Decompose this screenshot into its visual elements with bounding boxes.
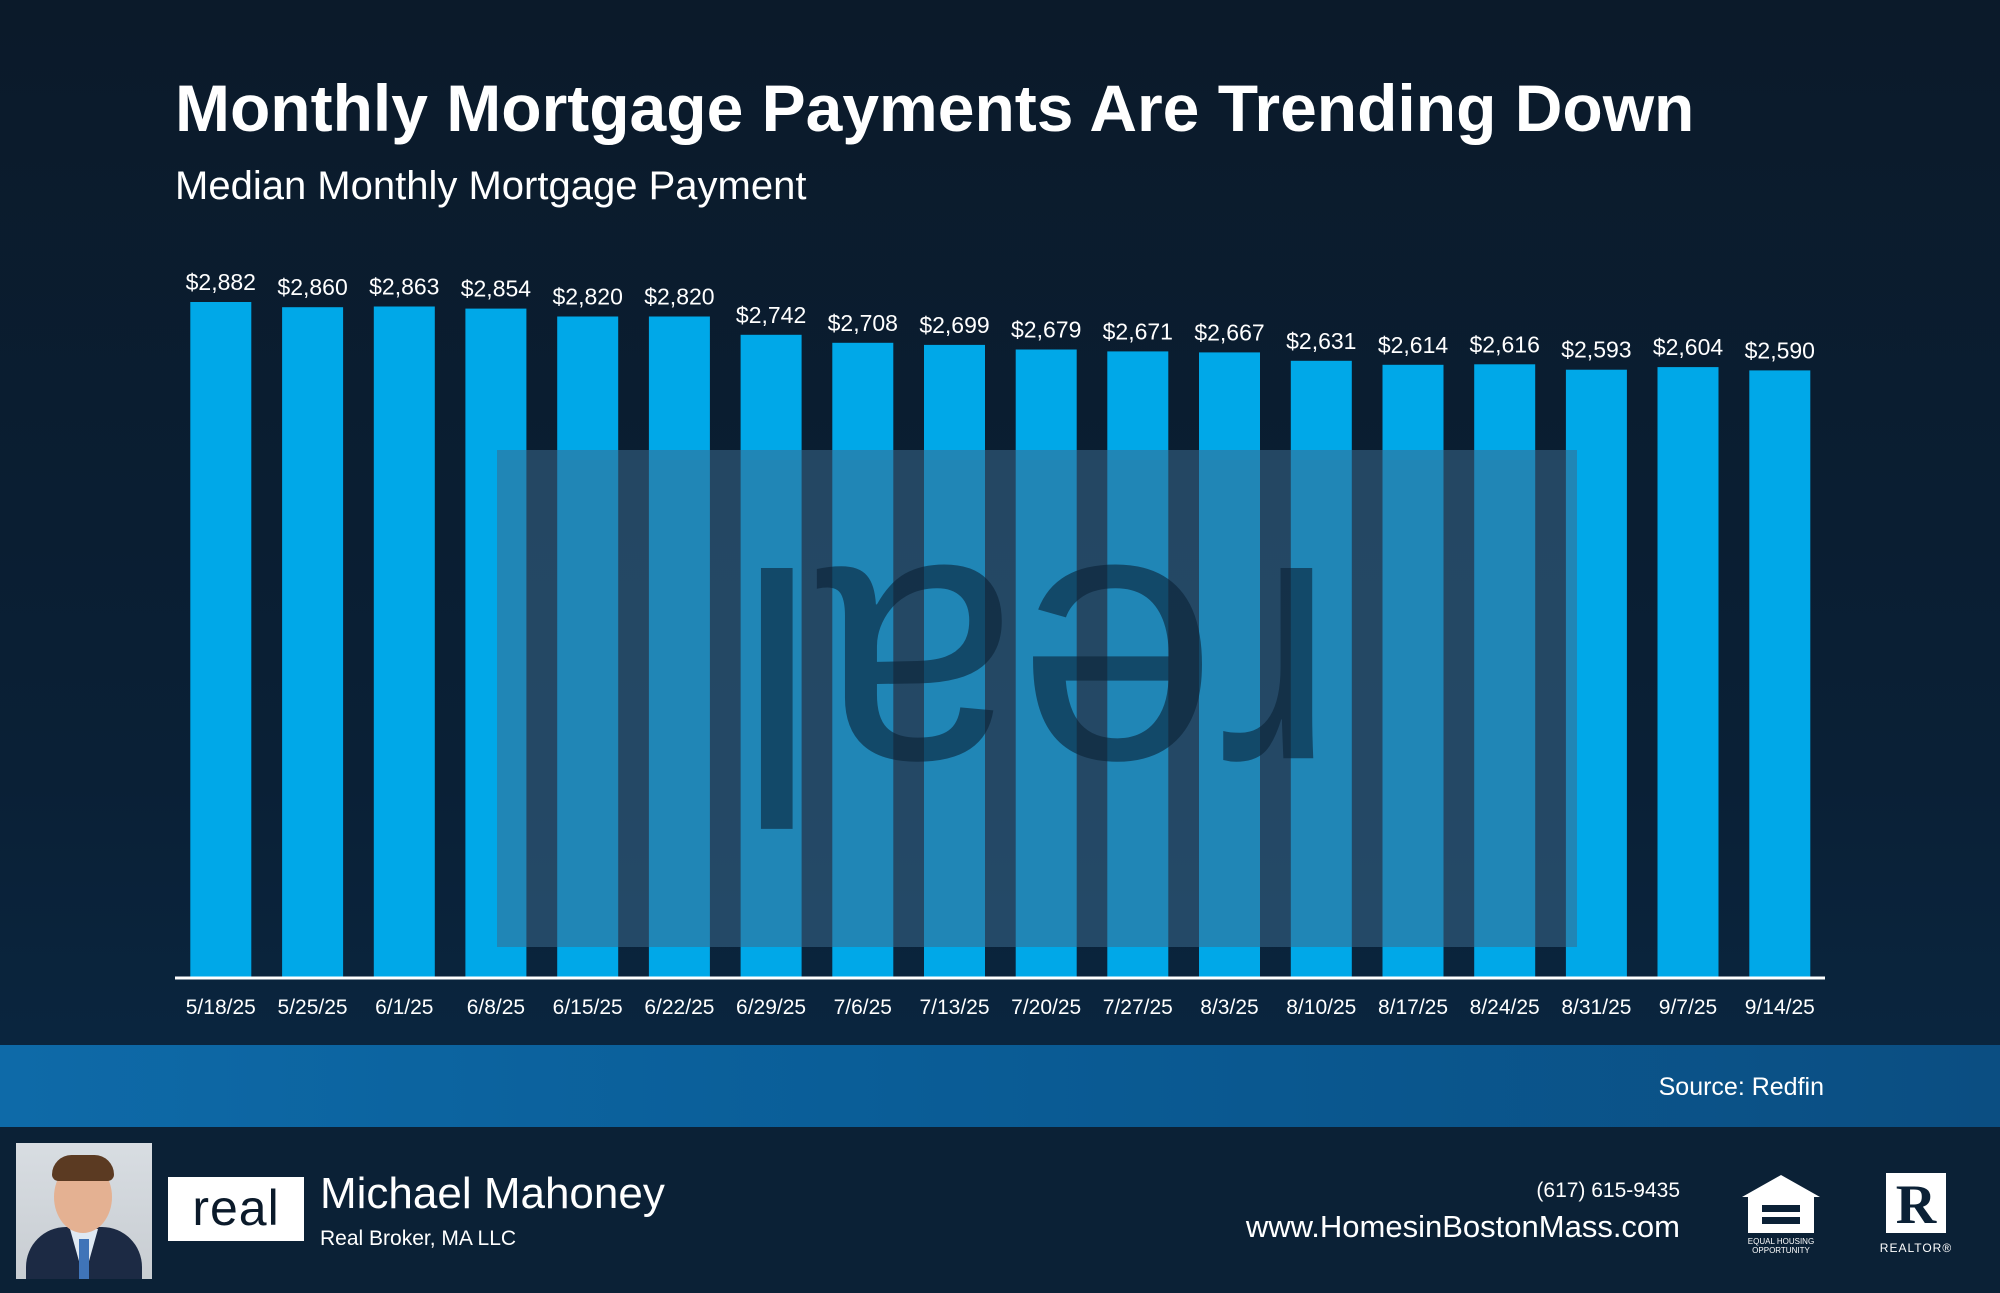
data-label: $2,882 (186, 269, 256, 295)
agent-photo-hair (52, 1155, 114, 1181)
data-label: $2,708 (828, 310, 898, 336)
x-tick-label: 9/7/25 (1659, 996, 1717, 1019)
data-label: $2,699 (919, 312, 989, 338)
page-title: Monthly Mortgage Payments Are Trending D… (175, 71, 1695, 145)
data-label: $2,590 (1745, 337, 1815, 363)
x-tick-label: 7/20/25 (1011, 996, 1081, 1019)
data-label: $2,631 (1286, 328, 1356, 354)
realtor-icon: R REALTOR® (1876, 1171, 1956, 1261)
brand-logo-text: real (192, 1180, 280, 1236)
x-tick-label: 7/27/25 (1103, 996, 1173, 1019)
x-tick-label: 8/24/25 (1470, 996, 1540, 1019)
realtor-label: REALTOR® (1879, 1241, 1953, 1255)
data-label: $2,667 (1194, 319, 1264, 345)
bar-6/1/25 (373, 306, 435, 977)
equal-housing-icon: EQUAL HOUSING OPPORTUNITY (1738, 1171, 1824, 1261)
source-band: Source: Redfin (0, 1045, 2000, 1127)
equal-housing-house-icon (1742, 1175, 1820, 1233)
x-tick-label: 8/3/25 (1200, 996, 1258, 1019)
x-tick-label: 6/8/25 (467, 996, 525, 1019)
x-tick-label: 7/13/25 (919, 996, 989, 1019)
chart-subtitle: Median Monthly Mortgage Payment (175, 164, 807, 208)
data-label: $2,671 (1103, 318, 1173, 344)
data-label: $2,742 (736, 302, 806, 328)
equal-housing-label: EQUAL HOUSING OPPORTUNITY (1747, 1237, 1815, 1255)
bar-9/7/25 (1657, 367, 1719, 978)
data-label: $2,593 (1561, 337, 1631, 363)
x-tick-label: 5/18/25 (186, 996, 256, 1019)
agent-photo (16, 1143, 152, 1279)
watermark-logo-text: real (737, 491, 1337, 893)
data-label: $2,679 (1011, 317, 1081, 343)
data-label: $2,614 (1378, 332, 1449, 358)
data-label: $2,616 (1470, 331, 1540, 357)
data-label-group: $2,882 $2,860 $2,863 $2,854 $2,820 $2,820 $2,7… (186, 269, 1815, 363)
data-label: $2,860 (277, 274, 347, 300)
x-tick-label: 8/31/25 (1561, 996, 1631, 1019)
brand-logo: real (168, 1177, 304, 1241)
agent-company: Real Broker, MA LLC (320, 1227, 517, 1250)
data-label: $2,604 (1653, 334, 1724, 360)
data-label: $2,820 (553, 284, 623, 310)
data-label: $2,820 (644, 284, 714, 310)
svg-text:R: R (1896, 1174, 1937, 1236)
agent-website: www.HomesinBostonMass.com (1245, 1209, 1680, 1244)
x-tick-label-group: 5/18/25 5/25/25 6/1/25 6/8/25 6/15/25 6/22/25… (186, 996, 1815, 1019)
bar-5/18/25 (190, 302, 252, 977)
realtor-r-icon: R (1886, 1173, 1946, 1236)
watermark-panel (497, 450, 1577, 947)
agent-name: Michael Mahoney (320, 1169, 665, 1218)
agent-photo-tie (79, 1239, 89, 1279)
bar-chart: real $2,882 $2,860 $2,863 $2,854 $2,820 $2,82… (186, 269, 1815, 1019)
bar-9/14/25 (1749, 370, 1811, 977)
x-tick-label: 6/29/25 (736, 996, 806, 1019)
x-tick-label: 8/17/25 (1378, 996, 1448, 1019)
x-tick-label: 6/1/25 (375, 996, 433, 1019)
x-tick-label: 5/25/25 (278, 996, 348, 1019)
x-tick-label: 6/15/25 (553, 996, 623, 1019)
bar-5/25/25 (282, 307, 344, 977)
x-tick-label: 8/10/25 (1286, 996, 1356, 1019)
x-tick-label: 7/6/25 (834, 996, 892, 1019)
x-tick-label: 9/14/25 (1745, 996, 1815, 1019)
footer: real Michael Mahoney Real Broker, MA LLC… (0, 1127, 2000, 1293)
data-label: $2,863 (369, 274, 439, 300)
data-label: $2,854 (461, 276, 532, 302)
source-text: Source: Redfin (1658, 1073, 1824, 1101)
x-tick-label: 6/22/25 (644, 996, 714, 1019)
agent-phone: (617) 615-9435 (1536, 1179, 1680, 1202)
